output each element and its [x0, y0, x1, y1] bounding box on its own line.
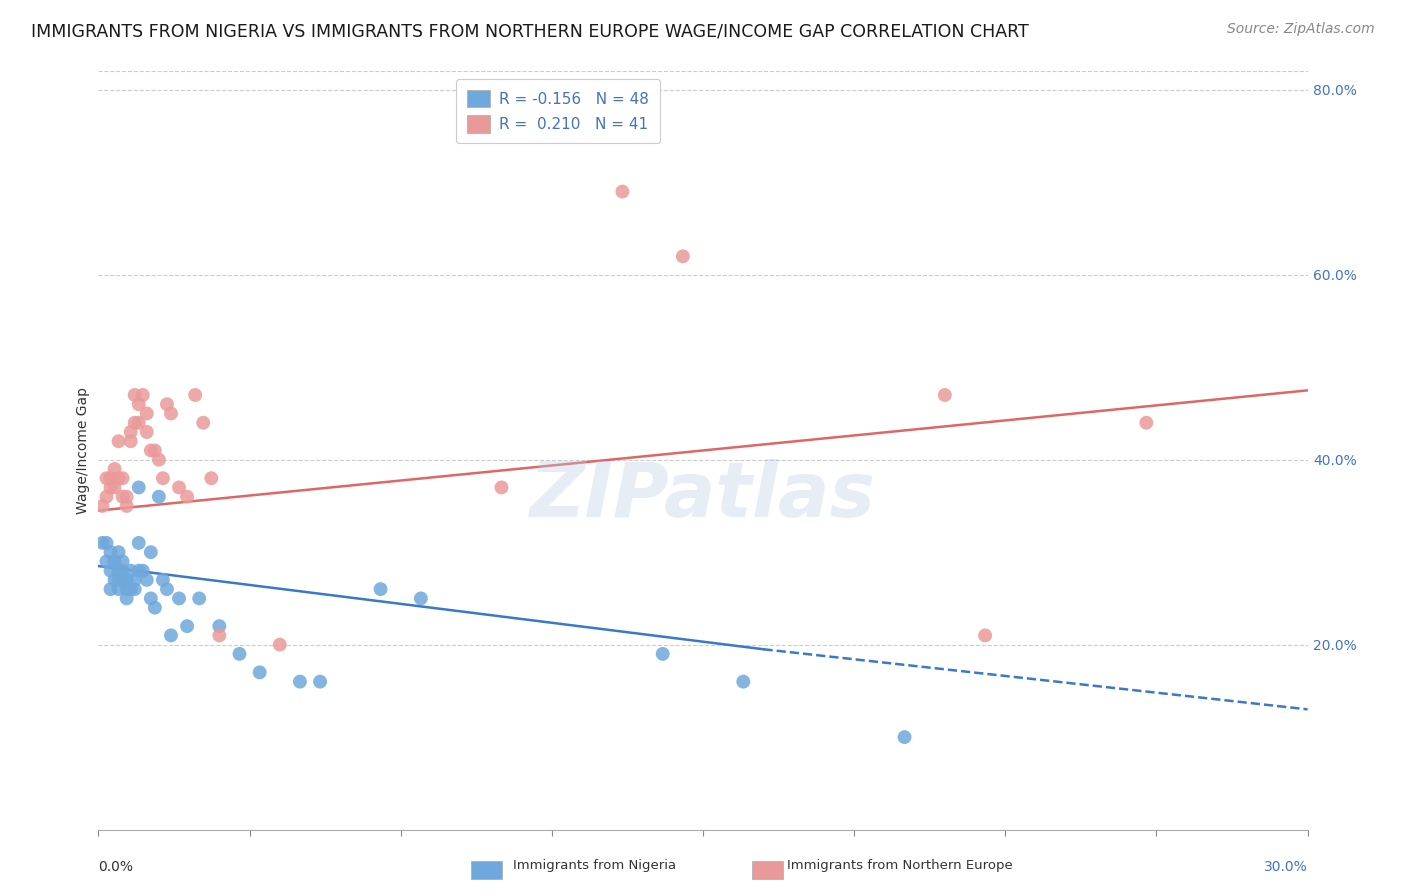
- Point: [120, 582, 142, 596]
- Point: [152, 471, 174, 485]
- Text: 0.0%: 0.0%: [98, 860, 134, 874]
- Point: [139, 443, 162, 458]
- Point: [651, 647, 673, 661]
- Point: [96, 490, 118, 504]
- Point: [103, 573, 125, 587]
- Point: [309, 674, 332, 689]
- Text: ZIPatlas: ZIPatlas: [530, 459, 876, 533]
- Point: [148, 490, 170, 504]
- Point: [135, 407, 157, 421]
- Point: [128, 564, 150, 578]
- Point: [200, 471, 222, 485]
- Point: [176, 490, 198, 504]
- Point: [176, 619, 198, 633]
- Point: [156, 582, 179, 596]
- Point: [733, 674, 755, 689]
- Point: [491, 480, 513, 494]
- Point: [96, 536, 118, 550]
- Point: [115, 499, 138, 513]
- Legend: R = -0.156   N = 48, R =  0.210   N = 41: R = -0.156 N = 48, R = 0.210 N = 41: [456, 79, 659, 144]
- Point: [167, 591, 190, 606]
- Point: [115, 582, 138, 596]
- Point: [132, 388, 155, 402]
- Point: [115, 490, 138, 504]
- Point: [115, 591, 138, 606]
- Point: [96, 471, 118, 485]
- Point: [103, 554, 125, 568]
- Point: [128, 416, 150, 430]
- Point: [107, 471, 129, 485]
- Point: [128, 397, 150, 411]
- Point: [148, 452, 170, 467]
- Point: [100, 582, 122, 596]
- Point: [934, 388, 956, 402]
- Point: [100, 480, 122, 494]
- Point: [91, 536, 114, 550]
- Point: [409, 591, 432, 606]
- Point: [893, 730, 915, 744]
- Point: [672, 249, 695, 263]
- Point: [107, 582, 129, 596]
- Point: [115, 573, 138, 587]
- Point: [120, 425, 142, 439]
- Y-axis label: Wage/Income Gap: Wage/Income Gap: [76, 387, 90, 514]
- Point: [228, 647, 250, 661]
- Point: [152, 573, 174, 587]
- Point: [111, 564, 134, 578]
- Point: [184, 388, 207, 402]
- Point: [100, 545, 122, 559]
- Point: [143, 600, 166, 615]
- Point: [120, 564, 142, 578]
- Point: [139, 545, 162, 559]
- Point: [135, 573, 157, 587]
- Point: [156, 397, 179, 411]
- Point: [107, 545, 129, 559]
- Point: [193, 416, 215, 430]
- Point: [103, 554, 125, 568]
- Text: Source: ZipAtlas.com: Source: ZipAtlas.com: [1227, 22, 1375, 37]
- Point: [107, 564, 129, 578]
- Point: [128, 480, 150, 494]
- Point: [111, 573, 134, 587]
- Point: [124, 416, 146, 430]
- Point: [1135, 416, 1157, 430]
- Text: IMMIGRANTS FROM NIGERIA VS IMMIGRANTS FROM NORTHERN EUROPE WAGE/INCOME GAP CORRE: IMMIGRANTS FROM NIGERIA VS IMMIGRANTS FR…: [31, 22, 1029, 40]
- Point: [96, 554, 118, 568]
- Point: [120, 434, 142, 449]
- Point: [103, 480, 125, 494]
- Point: [111, 490, 134, 504]
- Point: [370, 582, 392, 596]
- Text: Immigrants from Nigeria: Immigrants from Nigeria: [513, 859, 676, 872]
- Point: [128, 536, 150, 550]
- Point: [612, 185, 634, 199]
- Point: [107, 573, 129, 587]
- Point: [208, 619, 231, 633]
- Point: [111, 471, 134, 485]
- Text: Immigrants from Northern Europe: Immigrants from Northern Europe: [787, 859, 1014, 872]
- Point: [208, 628, 231, 642]
- Point: [143, 443, 166, 458]
- Point: [124, 388, 146, 402]
- Point: [135, 425, 157, 439]
- Point: [160, 628, 183, 642]
- Point: [91, 499, 114, 513]
- Point: [249, 665, 271, 680]
- Point: [132, 564, 155, 578]
- Point: [269, 638, 291, 652]
- Point: [107, 434, 129, 449]
- Point: [974, 628, 997, 642]
- Point: [288, 674, 311, 689]
- Point: [111, 554, 134, 568]
- Point: [100, 564, 122, 578]
- Point: [124, 573, 146, 587]
- Point: [167, 480, 190, 494]
- Point: [103, 462, 125, 476]
- Text: 30.0%: 30.0%: [1264, 860, 1308, 874]
- Point: [188, 591, 211, 606]
- Point: [124, 582, 146, 596]
- Point: [160, 407, 183, 421]
- Point: [100, 471, 122, 485]
- Point: [139, 591, 162, 606]
